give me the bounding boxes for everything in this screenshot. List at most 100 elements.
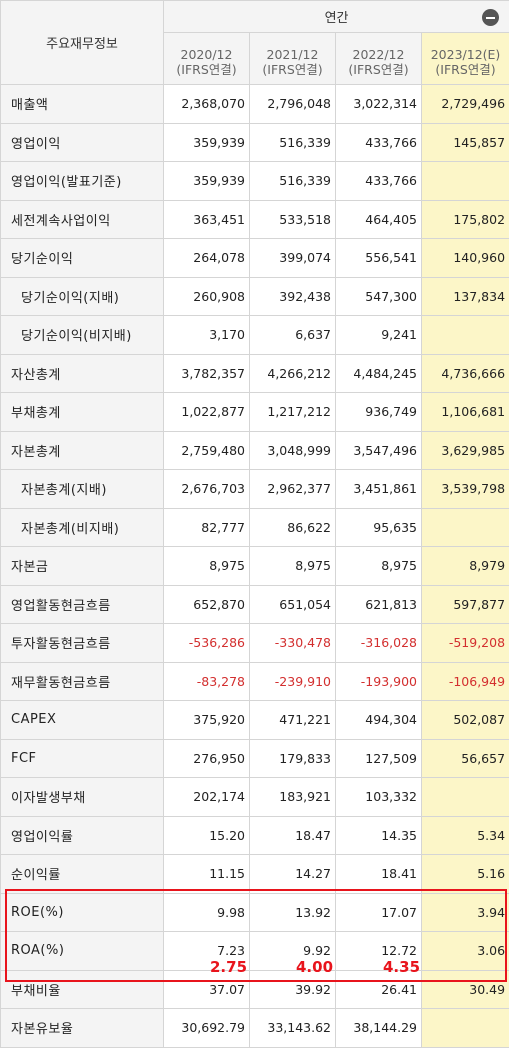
table-cell: 533,518 xyxy=(249,199,336,239)
row-label: 순이익률 xyxy=(0,854,164,894)
table-row: 영업활동현금흐름 652,870 651,054 621,813 597,877 xyxy=(0,584,509,624)
table-row: 투자활동현금흐름 -536,286 -330,478 -316,028 -519,208 xyxy=(0,623,509,663)
column-header-2022: 2022/12 (IFRS연결) xyxy=(335,32,422,85)
column-basis: (IFRS연결) xyxy=(176,61,237,77)
table-cell: 494,304 xyxy=(335,700,422,740)
column-period: 2021/12 xyxy=(266,46,319,62)
row-label: 영업활동현금흐름 xyxy=(0,584,164,624)
table-cell: 18.47 xyxy=(249,815,336,855)
table-cell: 33,143.62 xyxy=(249,1008,336,1048)
table-cell: 56,657 xyxy=(420,738,509,778)
row-label: ROA(%) xyxy=(0,931,164,971)
table-cell: 276,950 xyxy=(163,738,250,778)
table-row: 부채비율 37.07 39.92 26.41 30.49 xyxy=(0,969,509,1009)
table-cell: 140,960 xyxy=(420,238,509,278)
table-row: 세전계속사업이익 363,451 533,518 464,405 175,802 xyxy=(0,199,509,239)
table-row: 자본총계 2,759,480 3,048,999 3,547,496 3,629,985 xyxy=(0,430,509,470)
table-cell: 464,405 xyxy=(335,199,422,239)
table-cell: 86,622 xyxy=(249,507,336,547)
table-cell xyxy=(420,1008,509,1048)
table-cell: -83,278 xyxy=(163,661,250,701)
table-cell: -536,286 xyxy=(163,623,250,663)
table-cell: 2,368,070 xyxy=(163,84,250,124)
table-cell: -330,478 xyxy=(249,623,336,663)
row-label: ROE(%) xyxy=(0,892,164,932)
table-cell: 82,777 xyxy=(163,507,250,547)
row-label: 자산총계 xyxy=(0,353,164,393)
column-header-2020: 2020/12 (IFRS연결) xyxy=(163,32,250,85)
row-label: 투자활동현금흐름 xyxy=(0,623,164,663)
row-label: 자본금 xyxy=(0,546,164,586)
table-cell: 556,541 xyxy=(335,238,422,278)
table-row: 영업이익(발표기준) 359,939 516,339 433,766 xyxy=(0,161,509,201)
table-cell: 936,749 xyxy=(335,392,422,432)
table-cell: 9.98 xyxy=(163,892,250,932)
table-cell: 359,939 xyxy=(163,161,250,201)
table-cell: 202,174 xyxy=(163,777,250,817)
table-row: 당기순이익(지배) 260,908 392,438 547,300 137,834 xyxy=(0,276,509,316)
table-row: 자본총계(비지배) 82,777 86,622 95,635 xyxy=(0,507,509,547)
column-basis: (IFRS연결) xyxy=(262,61,323,77)
table-cell: -316,028 xyxy=(335,623,422,663)
table-cell: -106,949 xyxy=(420,661,509,701)
table-cell: 4,484,245 xyxy=(335,353,422,393)
table-row: 당기순이익(비지배) 3,170 6,637 9,241 xyxy=(0,315,509,355)
table-cell: 137,834 xyxy=(420,276,509,316)
table-row: 부채총계 1,022,877 1,217,212 936,749 1,106,681 xyxy=(0,392,509,432)
row-label: 당기순이익 xyxy=(0,238,164,278)
table-cell xyxy=(420,507,509,547)
table-row: 당기순이익 264,078 399,074 556,541 140,960 xyxy=(0,238,509,278)
table-row: 자산총계 3,782,357 4,266,212 4,484,245 4,736,666 xyxy=(0,353,509,393)
table-cell: 597,877 xyxy=(420,584,509,624)
minus-circle-icon[interactable] xyxy=(482,9,500,26)
table-cell: 179,833 xyxy=(249,738,336,778)
table-cell: 5.16 xyxy=(420,854,509,894)
table-cell: 11.15 xyxy=(163,854,250,894)
row-label: 당기순이익(지배) xyxy=(0,276,164,316)
table-cell: 7.23 xyxy=(163,931,250,971)
table-cell: 37.07 xyxy=(163,969,250,1009)
table-cell: 651,054 xyxy=(249,584,336,624)
table-row: 순이익률 11.15 14.27 18.41 5.16 xyxy=(0,854,509,894)
table-cell: 652,870 xyxy=(163,584,250,624)
row-label: 재무활동현금흐름 xyxy=(0,661,164,701)
table-cell: 175,802 xyxy=(420,199,509,239)
table-cell: 145,857 xyxy=(420,122,509,162)
table-cell: 260,908 xyxy=(163,276,250,316)
table-cell: 8,979 xyxy=(420,546,509,586)
table-cell: 2,759,480 xyxy=(163,430,250,470)
table-cell: 9.92 xyxy=(249,931,336,971)
table-row: 영업이익 359,939 516,339 433,766 145,857 xyxy=(0,122,509,162)
table-cell: 2,962,377 xyxy=(249,469,336,509)
table-cell: 103,332 xyxy=(335,777,422,817)
table-cell: 38,144.29 xyxy=(335,1008,422,1048)
table-cell: 3,539,798 xyxy=(420,469,509,509)
row-label: 자본총계(비지배) xyxy=(0,507,164,547)
table-cell: 183,921 xyxy=(249,777,336,817)
table-cell: 3,629,985 xyxy=(420,430,509,470)
table-cell xyxy=(420,161,509,201)
column-header-2021: 2021/12 (IFRS연결) xyxy=(249,32,336,85)
row-label: 세전계속사업이익 xyxy=(0,199,164,239)
column-basis: (IFRS연결) xyxy=(348,61,409,77)
table-cell: 15.20 xyxy=(163,815,250,855)
table-cell: 516,339 xyxy=(249,122,336,162)
row-label: 영업이익(발표기준) xyxy=(0,161,164,201)
table-cell: 363,451 xyxy=(163,199,250,239)
table-cell: 433,766 xyxy=(335,161,422,201)
table-cell: 3.94 xyxy=(420,892,509,932)
row-label: 당기순이익(비지배) xyxy=(0,315,164,355)
table-cell: 8,975 xyxy=(163,546,250,586)
row-label: 자본총계(지배) xyxy=(0,469,164,509)
row-label: 영업이익률 xyxy=(0,815,164,855)
table-cell: 516,339 xyxy=(249,161,336,201)
table-row: 자본총계(지배) 2,676,703 2,962,377 3,451,861 3,539… xyxy=(0,469,509,509)
table-cell: 2,729,496 xyxy=(420,84,509,124)
table-row: FCF 276,950 179,833 127,509 56,657 xyxy=(0,738,509,778)
table-cell: 4,736,666 xyxy=(420,353,509,393)
row-label: 부채비율 xyxy=(0,969,164,1009)
table-cell: 127,509 xyxy=(335,738,422,778)
row-label: 부채총계 xyxy=(0,392,164,432)
table-cell: 433,766 xyxy=(335,122,422,162)
table-row: 재무활동현금흐름 -83,278 -239,910 -193,900 -106,949 xyxy=(0,661,509,701)
